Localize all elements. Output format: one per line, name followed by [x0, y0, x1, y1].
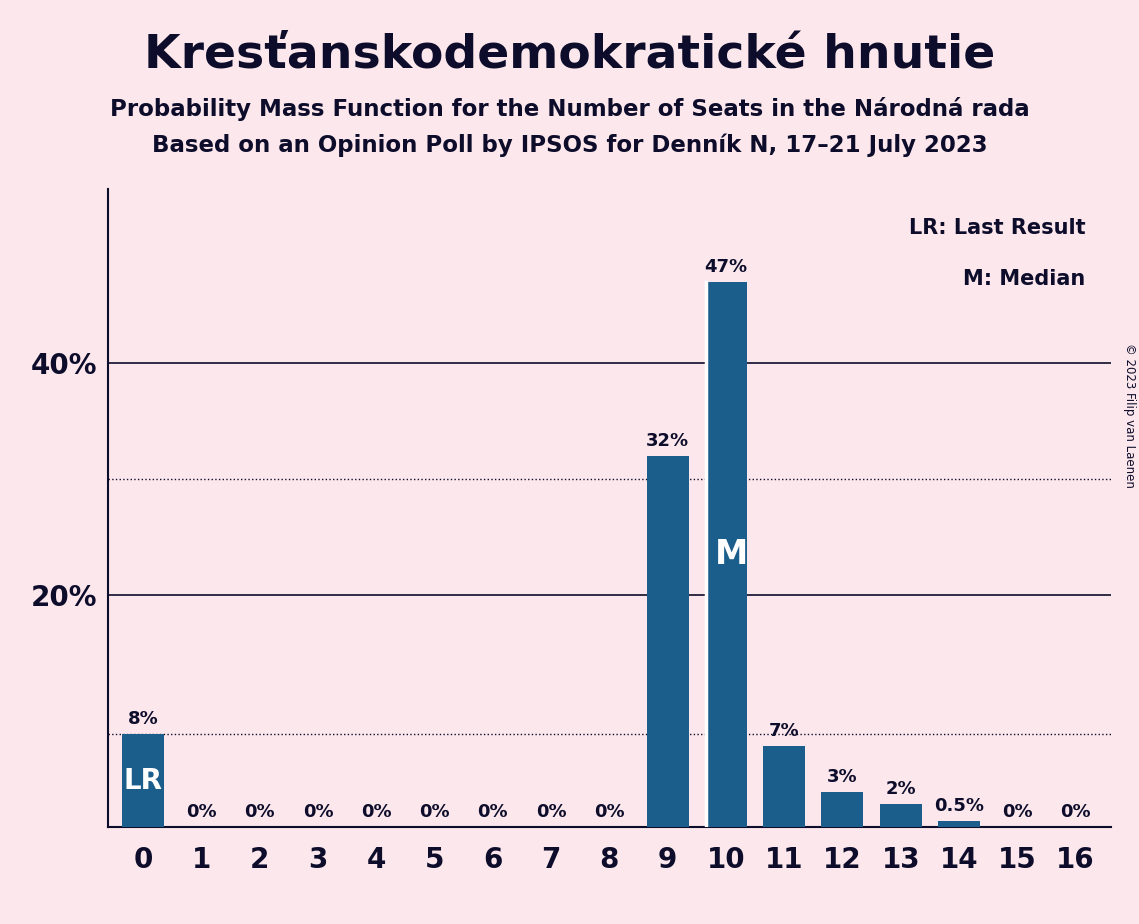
Text: M: Median: M: Median — [964, 269, 1085, 289]
Text: 0%: 0% — [245, 803, 274, 821]
Text: 0%: 0% — [361, 803, 392, 821]
Bar — [879, 804, 921, 827]
Bar — [122, 735, 164, 827]
Bar — [647, 456, 689, 827]
Text: Probability Mass Function for the Number of Seats in the Národná rada: Probability Mass Function for the Number… — [109, 97, 1030, 121]
Text: M: M — [715, 538, 748, 571]
Text: © 2023 Filip van Laenen: © 2023 Filip van Laenen — [1123, 344, 1137, 488]
Text: 7%: 7% — [769, 722, 800, 740]
Text: 0%: 0% — [186, 803, 216, 821]
Bar — [939, 821, 980, 827]
Text: LR: LR — [124, 767, 163, 795]
Text: 0%: 0% — [419, 803, 450, 821]
Text: LR: Last Result: LR: Last Result — [909, 218, 1085, 238]
Text: 2%: 2% — [885, 780, 916, 798]
Text: Based on an Opinion Poll by IPSOS for Denník N, 17–21 July 2023: Based on an Opinion Poll by IPSOS for De… — [151, 134, 988, 157]
Text: 0%: 0% — [477, 803, 508, 821]
Text: 0.5%: 0.5% — [934, 797, 984, 815]
Text: 0%: 0% — [1060, 803, 1091, 821]
Bar — [763, 746, 805, 827]
Bar — [705, 282, 747, 827]
Text: 32%: 32% — [646, 432, 689, 450]
Text: 0%: 0% — [535, 803, 566, 821]
Text: Kresťanskodemokratické hnutie: Kresťanskodemokratické hnutie — [144, 32, 995, 78]
Bar — [821, 792, 863, 827]
Text: 0%: 0% — [1002, 803, 1033, 821]
Text: 47%: 47% — [704, 259, 747, 276]
Text: 0%: 0% — [303, 803, 334, 821]
Text: 3%: 3% — [827, 769, 858, 786]
Text: 0%: 0% — [595, 803, 624, 821]
Text: 8%: 8% — [128, 711, 158, 728]
